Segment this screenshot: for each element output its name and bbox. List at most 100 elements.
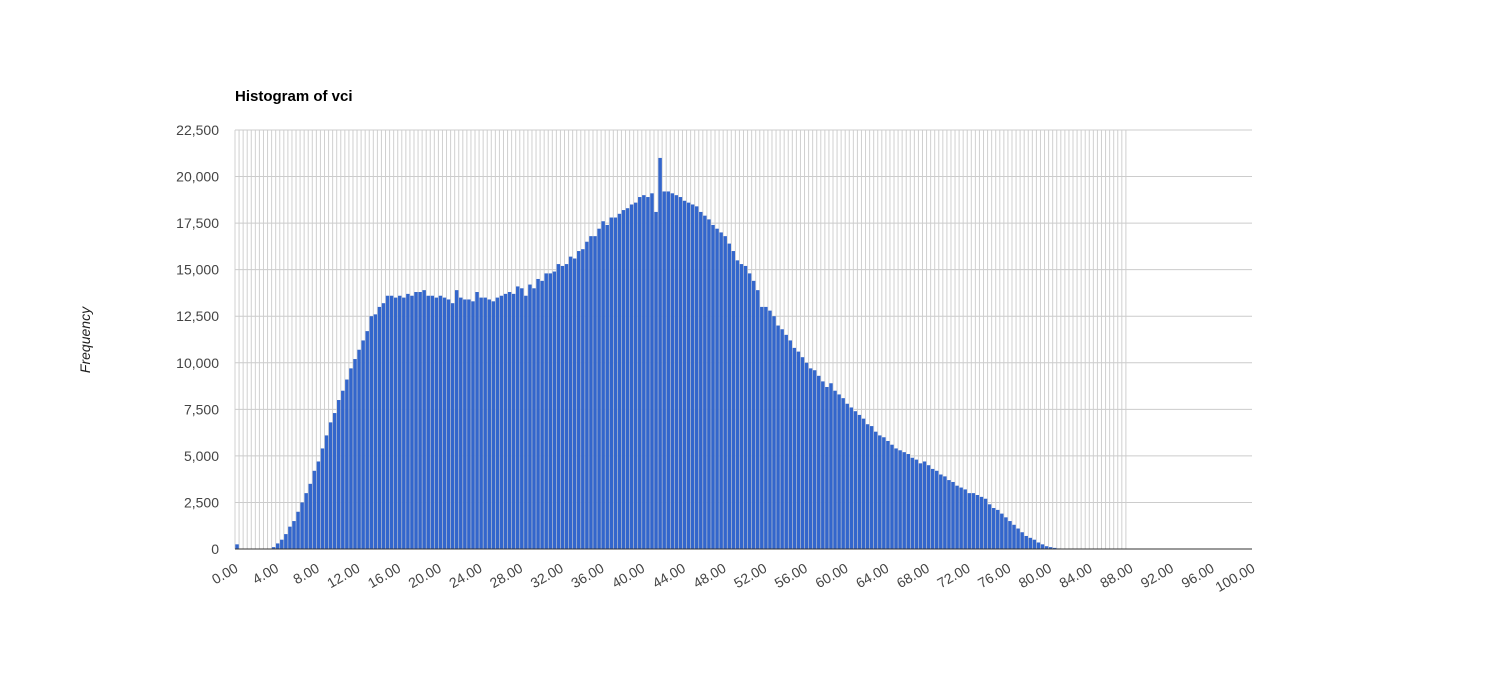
y-tick-label: 17,500 — [176, 215, 219, 231]
histogram-bar — [487, 299, 491, 549]
histogram-bar — [646, 197, 650, 550]
histogram-bar — [414, 292, 418, 549]
y-tick-label: 15,000 — [176, 262, 219, 278]
histogram-bar — [686, 202, 691, 550]
x-tick-label: 92.00 — [1138, 560, 1177, 591]
histogram-bar — [792, 347, 797, 549]
histogram-bar — [760, 306, 764, 549]
histogram-bar — [743, 265, 748, 549]
histogram-bar — [719, 232, 723, 549]
histogram-bar — [751, 280, 756, 549]
histogram-bar — [642, 195, 646, 549]
histogram-bar — [934, 470, 939, 549]
histogram-bar — [605, 224, 609, 549]
histogram-bar — [316, 461, 321, 549]
histogram-bar — [922, 461, 927, 549]
histogram-bar — [825, 386, 829, 549]
histogram-bar — [1028, 537, 1033, 549]
x-tick-label: 40.00 — [609, 560, 648, 591]
histogram-bar — [341, 390, 345, 549]
y-tick-label: 20,000 — [176, 169, 219, 185]
x-tick-label: 84.00 — [1056, 560, 1095, 591]
histogram-bar — [666, 191, 670, 549]
histogram-bar — [694, 206, 699, 549]
histogram-bar — [398, 295, 402, 549]
histogram-bar — [739, 264, 744, 549]
histogram-bar — [426, 295, 430, 549]
histogram-bar — [328, 422, 333, 549]
histogram-bar — [829, 383, 833, 549]
histogram-bar — [389, 295, 394, 549]
histogram-bar — [296, 511, 300, 549]
histogram-bar — [975, 494, 980, 549]
histogram-bar — [983, 498, 988, 549]
histogram-bar — [727, 243, 731, 549]
histogram-bar — [821, 381, 825, 549]
histogram-bar — [633, 202, 638, 550]
histogram-bar — [658, 157, 662, 549]
histogram-bar — [304, 493, 308, 549]
histogram-bar — [332, 413, 337, 549]
histogram-bar — [402, 297, 406, 549]
histogram-bar — [808, 368, 813, 549]
histogram-bar — [377, 306, 382, 549]
histogram-bar — [536, 278, 540, 549]
histogram-bar — [381, 303, 386, 549]
histogram-bar — [1004, 517, 1008, 549]
histogram-bar — [833, 390, 837, 549]
histogram-bar — [438, 295, 443, 549]
histogram-bar — [320, 448, 325, 549]
histogram-bar — [422, 290, 426, 549]
histogram-bar — [812, 370, 817, 549]
histogram-bar — [613, 217, 618, 549]
histogram-bar — [703, 215, 707, 549]
x-tick-label: 0.00 — [209, 560, 241, 588]
histogram-bar — [288, 526, 292, 549]
histogram-bar — [898, 450, 902, 549]
histogram-bar — [479, 297, 483, 549]
y-tick-label: 22,500 — [176, 122, 219, 138]
histogram-bar — [585, 241, 589, 549]
y-tick-label: 10,000 — [176, 355, 219, 371]
histogram-bar — [617, 213, 622, 550]
histogram-bar — [597, 228, 601, 549]
histogram-bar — [345, 379, 349, 549]
chart-title: Histogram of vci — [235, 88, 353, 105]
histogram-bar — [540, 280, 544, 549]
x-tick-label: 96.00 — [1178, 560, 1217, 591]
histogram-bar — [926, 465, 931, 549]
histogram-bar — [475, 292, 479, 549]
histogram-bar — [418, 292, 422, 549]
histogram-bar — [996, 509, 1000, 549]
x-tick-label: 100.00 — [1212, 560, 1257, 595]
x-tick-label: 32.00 — [528, 560, 567, 591]
histogram-bar — [544, 273, 548, 549]
histogram-bar — [963, 489, 967, 549]
histogram-bar — [629, 204, 634, 549]
histogram-bar — [467, 299, 471, 549]
histogram-bar — [784, 334, 788, 549]
histogram-bar — [873, 431, 878, 549]
histogram-bar — [841, 398, 845, 549]
x-tick-label: 80.00 — [1016, 560, 1055, 591]
histogram-bar — [495, 297, 500, 549]
histogram-bar — [434, 297, 439, 549]
histogram-bar — [650, 193, 654, 549]
histogram-bar — [369, 316, 374, 549]
histogram-bar — [772, 316, 776, 549]
histogram-bar — [609, 217, 614, 549]
histogram-bar — [943, 476, 947, 549]
histogram-bar — [365, 331, 369, 549]
histogram-bar — [1032, 539, 1037, 549]
histogram-bar — [499, 295, 504, 549]
histogram-bar — [780, 329, 784, 549]
histogram-bar — [593, 236, 597, 549]
x-tick-label: 28.00 — [487, 560, 526, 591]
histogram-bar — [991, 508, 996, 549]
histogram-bar — [947, 480, 951, 549]
histogram-bar — [621, 210, 626, 549]
histogram-bar — [312, 470, 317, 549]
histogram-bar — [1048, 547, 1053, 549]
